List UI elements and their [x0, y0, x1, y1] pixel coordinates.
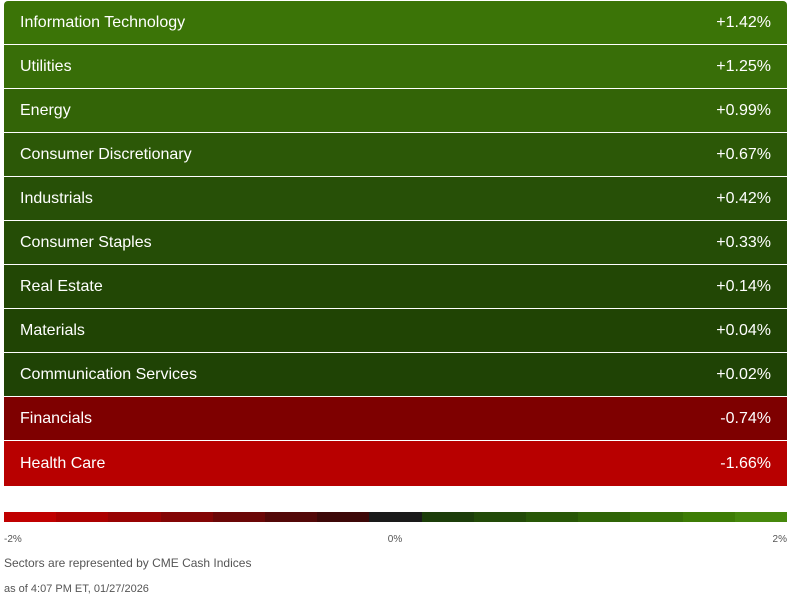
- sector-heatmap: Information Technology +1.42% Utilities +1.…: [4, 1, 787, 496]
- legend-color-segment: [4, 512, 57, 522]
- sector-row[interactable]: Consumer Staples +0.33%: [4, 221, 787, 265]
- sector-change: -1.66%: [720, 454, 771, 472]
- legend-color-segment: [630, 512, 683, 522]
- source-note: Sectors are represented by CME Cash Indi…: [4, 556, 252, 570]
- color-scale-legend: [4, 512, 788, 522]
- sector-row[interactable]: Communication Services +0.02%: [4, 353, 787, 397]
- legend-color-segment: [160, 512, 213, 522]
- legend-color-segment: [526, 512, 579, 522]
- legend-color-segment: [734, 512, 788, 522]
- sector-row[interactable]: Industrials +0.42%: [4, 177, 787, 221]
- legend-color-segment: [108, 512, 161, 522]
- sector-name: Industrials: [20, 189, 93, 207]
- sector-name: Materials: [20, 321, 85, 339]
- sector-change: +0.02%: [716, 365, 771, 383]
- legend-color-segment: [56, 512, 109, 522]
- legend-color-segment: [369, 512, 422, 522]
- sector-change: +0.67%: [716, 145, 771, 163]
- sector-change: +0.33%: [716, 233, 771, 251]
- sector-row[interactable]: Materials +0.04%: [4, 309, 787, 353]
- sector-name: Energy: [20, 101, 71, 119]
- legend-max-label: 2%: [772, 534, 787, 545]
- sector-name: Communication Services: [20, 365, 197, 383]
- sector-change: +0.99%: [716, 101, 771, 119]
- sector-row[interactable]: Real Estate +0.14%: [4, 265, 787, 309]
- legend-mid-label: 0%: [387, 534, 403, 545]
- legend-color-segment: [212, 512, 266, 522]
- sector-name: Information Technology: [20, 13, 186, 31]
- sector-change: -0.74%: [720, 409, 771, 427]
- legend-color-segment: [265, 512, 318, 522]
- sector-change: +0.14%: [716, 277, 771, 295]
- sector-name: Health Care: [20, 454, 106, 472]
- sector-change: +0.04%: [716, 321, 771, 339]
- timestamp: as of 4:07 PM ET, 01/27/2026: [4, 583, 149, 595]
- sector-row[interactable]: Energy +0.99%: [4, 89, 787, 133]
- legend-color-segment: [682, 512, 735, 522]
- legend-color-segment: [578, 512, 631, 522]
- sector-name: Utilities: [20, 57, 72, 75]
- legend-color-segment: [473, 512, 527, 522]
- sector-row[interactable]: Information Technology +1.42%: [4, 1, 787, 45]
- sector-row[interactable]: Financials -0.74%: [4, 397, 787, 441]
- sector-name: Consumer Staples: [20, 233, 152, 251]
- sector-name: Real Estate: [20, 277, 103, 295]
- sector-change: +1.42%: [716, 13, 771, 31]
- sector-row[interactable]: Consumer Discretionary +0.67%: [4, 133, 787, 177]
- legend-min-label: -2%: [4, 534, 22, 545]
- sector-change: +0.42%: [716, 189, 771, 207]
- sector-change: +1.25%: [716, 57, 771, 75]
- sector-row[interactable]: Health Care -1.66%: [4, 441, 787, 486]
- sector-name: Financials: [20, 409, 93, 427]
- legend-color-segment: [421, 512, 474, 522]
- sector-name: Consumer Discretionary: [20, 145, 192, 163]
- sector-row[interactable]: Utilities +1.25%: [4, 45, 787, 89]
- legend-color-segment: [317, 512, 370, 522]
